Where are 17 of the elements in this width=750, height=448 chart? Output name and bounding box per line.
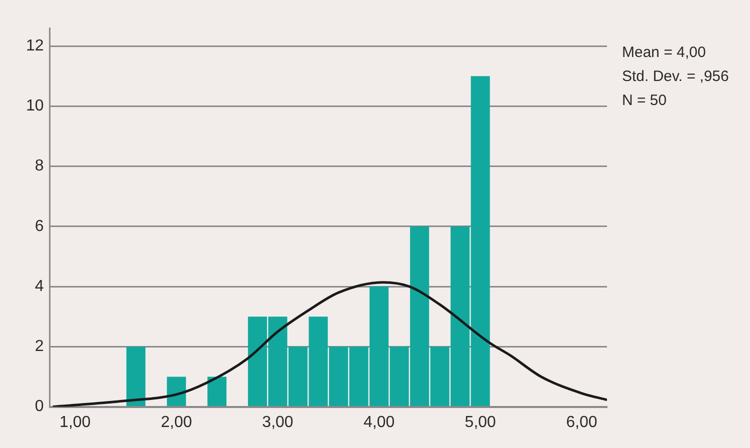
y-tick-label: 12 bbox=[26, 37, 44, 54]
line-series bbox=[52, 281, 607, 407]
text: Mean = 4,00 bbox=[622, 44, 706, 62]
text: Std. Dev. = ,956 bbox=[622, 68, 729, 86]
x-tick-label: 4,00 bbox=[363, 414, 395, 431]
x-tick-label: 6,00 bbox=[566, 414, 598, 431]
y-tick-label: 2 bbox=[34, 338, 44, 356]
y-tick-label: 0 bbox=[34, 398, 44, 416]
y-tick-label: 8 bbox=[34, 158, 44, 175]
y-tick-label: 4 bbox=[34, 278, 44, 295]
x-tick-label: 2,00 bbox=[160, 414, 192, 431]
x-tick-label: 5,00 bbox=[464, 414, 496, 431]
text: N = 50 bbox=[622, 92, 667, 110]
x-tick-label: 1,00 bbox=[60, 414, 91, 431]
y-tick-label: 10 bbox=[26, 98, 44, 115]
y-tick-label: 6 bbox=[34, 218, 44, 235]
x-tick-label: 3,00 bbox=[262, 414, 294, 431]
